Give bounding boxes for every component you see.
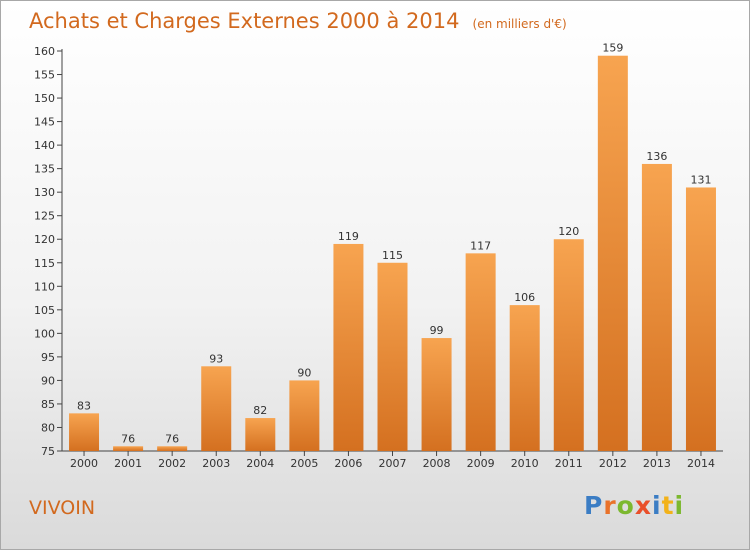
x-tick-label-2014: 2014: [687, 457, 715, 470]
y-tick-label: 120: [34, 233, 55, 246]
value-label-2005: 90: [297, 366, 311, 379]
x-tick-label-2003: 2003: [202, 457, 230, 470]
value-label-2011: 120: [558, 225, 579, 238]
value-label-2010: 106: [514, 291, 535, 304]
y-tick-label: 110: [34, 280, 55, 293]
y-tick-100: 100: [34, 327, 62, 340]
y-tick-150: 150: [34, 92, 62, 105]
value-label-2003: 93: [209, 352, 223, 365]
y-tick-label: 95: [41, 351, 55, 364]
logo-letter-1: r: [603, 491, 617, 520]
x-tick-label-2011: 2011: [555, 457, 583, 470]
value-label-2013: 136: [646, 150, 667, 163]
value-label-2007: 115: [382, 249, 403, 262]
y-tick-label: 115: [34, 257, 55, 270]
y-tick-130: 130: [34, 186, 62, 199]
y-tick-110: 110: [34, 280, 62, 293]
y-tick-label: 105: [34, 304, 55, 317]
x-tick-label-2008: 2008: [423, 457, 451, 470]
y-tick-label: 160: [34, 45, 55, 58]
y-tick-label: 80: [41, 421, 55, 434]
bar-2012: [597, 55, 628, 452]
value-label-2014: 131: [690, 173, 711, 186]
logo-letter-3: x: [634, 491, 652, 520]
value-label-2009: 117: [470, 239, 491, 252]
bar-2004: [245, 418, 276, 451]
x-tick-label-2002: 2002: [158, 457, 186, 470]
chart-title-main: Achats et Charges Externes 2000 à 2014: [29, 9, 460, 33]
bar-2013: [641, 163, 672, 452]
y-tick-label: 125: [34, 210, 55, 223]
logo-letter-0: P: [584, 491, 604, 520]
y-tick-90: 90: [41, 374, 62, 387]
y-tick-85: 85: [41, 398, 62, 411]
y-tick-label: 75: [41, 445, 55, 458]
x-tick-label-2001: 2001: [114, 457, 142, 470]
value-label-2008: 99: [430, 324, 444, 337]
y-tick-label: 90: [41, 374, 55, 387]
x-tick-label-2009: 2009: [467, 457, 495, 470]
logo-letter-4: i: [652, 491, 662, 520]
y-tick-160: 160: [34, 45, 62, 58]
x-tick-label-2010: 2010: [511, 457, 539, 470]
y-tick-105: 105: [34, 304, 62, 317]
bar-2006: [333, 243, 364, 451]
value-label-2000: 83: [77, 399, 91, 412]
bar-2011: [553, 239, 584, 451]
value-label-2002: 76: [165, 432, 179, 445]
y-tick-140: 140: [34, 139, 62, 152]
x-tick-label-2006: 2006: [334, 457, 362, 470]
y-tick-120: 120: [34, 233, 62, 246]
y-tick-145: 145: [34, 116, 62, 129]
x-tick-label-2007: 2007: [379, 457, 407, 470]
commune-name: VIVOIN: [29, 497, 96, 519]
y-tick-label: 145: [34, 116, 55, 129]
y-tick-label: 155: [34, 69, 55, 82]
logo-letter-2: o: [616, 491, 635, 520]
y-tick-label: 100: [34, 327, 55, 340]
y-tick-80: 80: [41, 421, 62, 434]
bar-2005: [289, 380, 320, 451]
x-tick-label-2012: 2012: [599, 457, 627, 470]
bar-2009: [465, 253, 496, 451]
y-tick-125: 125: [34, 210, 62, 223]
bar-2000: [69, 413, 100, 451]
x-tick-label-2005: 2005: [290, 457, 318, 470]
value-label-2012: 159: [602, 42, 623, 55]
y-tick-115: 115: [34, 257, 62, 270]
x-tick-label-2004: 2004: [246, 457, 274, 470]
y-tick-135: 135: [34, 163, 62, 176]
value-label-2004: 82: [253, 404, 267, 417]
x-tick-label-2000: 2000: [70, 457, 98, 470]
y-tick-75: 75: [41, 445, 62, 458]
y-tick-label: 140: [34, 139, 55, 152]
bar-2014: [685, 187, 716, 451]
bar-2008: [421, 338, 452, 451]
logo-letter-5: t: [661, 491, 675, 520]
bar-2007: [377, 262, 408, 451]
x-tick-label-2013: 2013: [643, 457, 671, 470]
value-label-2001: 76: [121, 432, 135, 445]
logo-letter-6: i: [674, 491, 685, 520]
y-tick-label: 85: [41, 398, 55, 411]
y-tick-label: 135: [34, 163, 55, 176]
chart-unit-note: (en milliers d'€): [472, 17, 567, 31]
bar-2002: [157, 446, 188, 451]
y-tick-label: 130: [34, 186, 55, 199]
bar-2001: [113, 446, 144, 451]
y-tick-95: 95: [41, 351, 62, 364]
y-tick-155: 155: [34, 69, 62, 82]
proxiti-logo: Proxiti: [584, 491, 684, 520]
value-label-2006: 119: [338, 230, 359, 243]
y-tick-label: 150: [34, 92, 55, 105]
bar-2010: [509, 305, 540, 451]
bar-2003: [201, 366, 232, 451]
chart-title: Achats et Charges Externes 2000 à 2014 (…: [29, 9, 567, 33]
